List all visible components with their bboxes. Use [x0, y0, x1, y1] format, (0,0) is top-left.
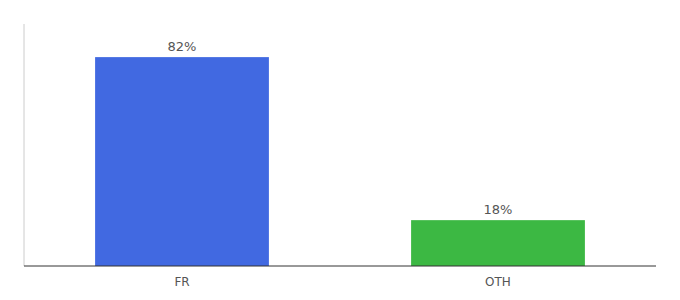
- bars: [95, 57, 585, 266]
- bar: [411, 220, 585, 266]
- chart-container: 82% 18% FR OTH: [0, 0, 680, 300]
- bar: [95, 57, 269, 266]
- chart: 82% 18% FR OTH: [0, 0, 680, 300]
- x-tick-label: FR: [174, 275, 189, 289]
- data-label: 82%: [168, 39, 197, 54]
- y-axis-line: [24, 24, 25, 266]
- data-label: 18%: [484, 202, 513, 217]
- x-axis-line: [24, 266, 656, 267]
- x-tick-label: OTH: [485, 275, 511, 289]
